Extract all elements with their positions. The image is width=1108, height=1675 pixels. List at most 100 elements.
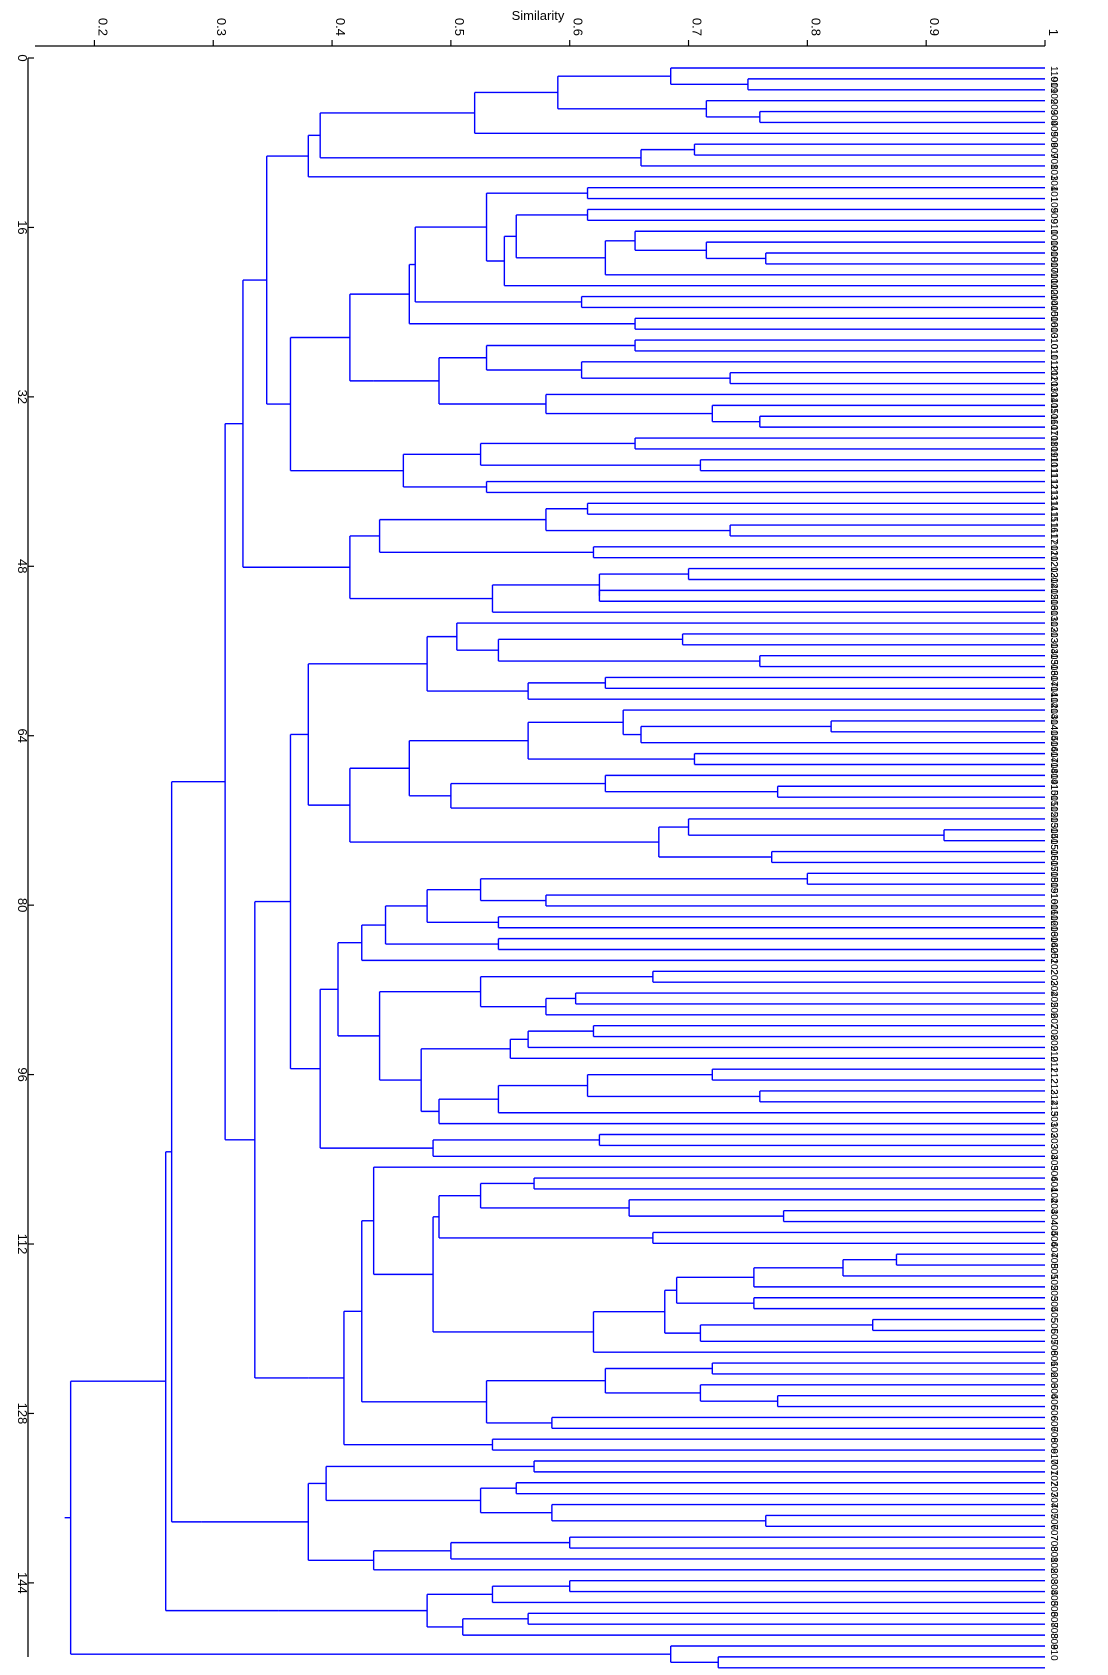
leaf-label: 212 [1048,1067,1059,1084]
leaf-label: 1110 [1048,447,1059,468]
leaf-label: 806 [1048,1600,1059,1617]
leaf-label: 302 [1048,1122,1059,1139]
leaf-label: 1501 [1048,784,1059,807]
leaf-label: 1008 [1048,240,1059,263]
leaf-label: 210 [1048,1045,1059,1062]
leaf-label: 1204 [1048,567,1059,590]
leaf-label: 1406 [1048,730,1059,753]
similarity-tick-label: 0.3 [214,18,229,36]
similarity-tick-label: 0.5 [452,18,467,36]
leaf-label: 305 [1048,1154,1059,1171]
leaf-label: 1404 [1048,708,1059,731]
leaf-label: 1113 [1048,480,1059,501]
index-tick-label: 16 [15,220,30,234]
leaf-label: 802 [1048,1557,1059,1574]
leaf-label: 902 [1048,88,1059,105]
leaf-label: 605 [1048,1394,1059,1411]
leaf-label: 1006 [1048,305,1059,328]
leaf-label: 702 [1048,1470,1059,1487]
leaf-label: 1114 [1048,490,1059,511]
leaf-label: 401 [1048,1176,1059,1193]
leaf-label: 1206 [1048,588,1059,611]
leaf-label: 701 [1048,1459,1059,1476]
leaf-label: 1503 [1048,806,1059,829]
leaf-label: 202 [1048,958,1059,975]
leaf-label: 1603 [1048,915,1059,938]
leaf-label: 1301 [1048,599,1059,622]
leaf-label: 1408 [1048,752,1059,775]
leaf-label: 1306 [1048,654,1059,677]
leaf-label: 1103 [1048,371,1059,393]
leaf-label: 1007 [1048,251,1059,274]
leaf-label: 1001 [1048,262,1059,285]
leaf-label: 1101 [1048,66,1059,88]
leaf-label: 1202 [1048,545,1059,568]
leaf-label: 1303 [1048,621,1059,644]
leaf-label: 904 [1048,110,1059,127]
leaf-label: 406 [1048,1230,1059,1247]
leaf-label: 1116 [1048,512,1059,533]
similarity-tick-label: 0.4 [333,18,348,36]
leaf-labels: 1101901902903904905906907908103104101105… [1048,66,1059,1661]
leaf-label: 704 [1048,1492,1059,1509]
index-axis: 0 16 32 48 64 80 96 112 128 144 [15,54,34,1657]
leaf-label: 101 [1048,186,1059,203]
leaf-label: 405 [1048,1220,1059,1237]
index-tick-label: 48 [15,559,30,573]
similarity-tick-label: 0.8 [808,18,823,36]
leaf-label: 301 [1048,1111,1059,1128]
index-tick-label: 112 [15,1234,30,1255]
leaf-label: 1405 [1048,719,1059,742]
leaf-label: 403 [1048,1198,1059,1215]
leaf-label: 205 [1048,991,1059,1008]
leaf-label: 905 [1048,120,1059,137]
leaf-label: 1502 [1048,795,1059,818]
leaf-label: 607 [1048,1415,1059,1432]
leaf-label: 201 [1048,948,1059,965]
leaf-label: 103 [1048,164,1059,181]
leaf-label: 601 [1048,1350,1059,1367]
leaf-label: 211 [1048,1056,1059,1072]
leaf-label: 810 [1048,1644,1059,1661]
leaf-label: 214 [1048,1089,1059,1106]
index-tick-label: 32 [15,390,30,404]
leaf-label: 304 [1048,1143,1059,1160]
similarity-tick-label: 0.6 [571,18,586,36]
leaf-label: 708 [1048,1535,1059,1552]
leaf-label: 503 [1048,1285,1059,1302]
leaf-label: 707 [1048,1524,1059,1541]
leaf-label: 204 [1048,980,1059,997]
leaf-label: 1604 [1048,926,1059,949]
leaf-label: 803 [1048,1568,1059,1585]
leaf-label: 805 [1048,1590,1059,1607]
leaf-label: 1203 [1048,556,1059,579]
leaf-label: 1305 [1048,643,1059,666]
index-tick-label: 0 [15,54,30,61]
leaf-label: 906 [1048,131,1059,148]
leaf-label: 1602 [1048,904,1059,927]
leaf-label: 1105 [1048,392,1059,414]
leaf-label: 1407 [1048,741,1059,764]
leaf-label: 505 [1048,1307,1059,1324]
leaf-label: 807 [1048,1611,1059,1628]
leaf-label: 1509 [1048,871,1059,894]
leaf-label: 1505 [1048,828,1059,851]
leaf-label: 1401 [1048,675,1059,698]
leaf-label: 1504 [1048,817,1059,840]
leaf-label: 1410 [1048,773,1059,796]
leaf-label: 306 [1048,1165,1059,1182]
leaf-label: 706 [1048,1513,1059,1530]
similarity-axis: 0.2 0.3 0.4 0.5 0.6 0.7 0.8 0.9 1 [35,18,1061,47]
leaf-label: 910 [1048,218,1059,235]
leaf-label: 508 [1048,1339,1059,1356]
leaf-label: 1205 [1048,577,1059,600]
leaf-label: 1508 [1048,860,1059,883]
leaf-label: 502 [1048,1274,1059,1291]
leaf-label: 208 [1048,1024,1059,1041]
leaf-label: 1506 [1048,839,1059,862]
leaf-label: 1112 [1048,469,1059,490]
leaf-label: 207 [1048,1013,1059,1030]
leaf-label: 1601 [1048,893,1059,916]
leaf-label: 608 [1048,1426,1059,1443]
leaf-label: 1109 [1048,436,1059,458]
